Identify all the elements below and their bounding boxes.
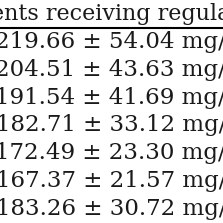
Text: 172.49 ± 23.30 mg/d: 172.49 ± 23.30 mg/d — [0, 142, 223, 164]
Text: 167.37 ± 21.57 mg/d: 167.37 ± 21.57 mg/d — [0, 170, 223, 192]
Text: 183.26 ± 30.72 mg/d: 183.26 ± 30.72 mg/d — [0, 198, 223, 220]
Text: ients receiving regular: ients receiving regular — [0, 3, 223, 25]
Text: 204.51 ± 43.63 mg/d: 204.51 ± 43.63 mg/d — [0, 59, 223, 81]
Text: 191.54 ± 41.69 mg/d: 191.54 ± 41.69 mg/d — [0, 87, 223, 109]
Text: 219.66 ± 54.04 mg/d: 219.66 ± 54.04 mg/d — [0, 31, 223, 53]
Text: 182.71 ± 33.12 mg/d: 182.71 ± 33.12 mg/d — [0, 114, 223, 136]
